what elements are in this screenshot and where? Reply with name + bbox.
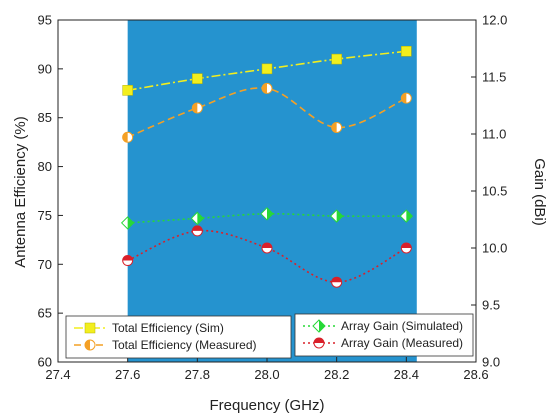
legend-label: Array Gain (Simulated) <box>341 319 463 333</box>
y-tick-label: 65 <box>38 306 52 321</box>
data-point <box>331 276 343 288</box>
data-point <box>190 211 205 226</box>
y-tick-label: 80 <box>38 159 52 174</box>
data-point <box>191 102 203 114</box>
data-point <box>400 92 412 104</box>
y-tick-label: 70 <box>38 257 52 272</box>
x-tick-label: 27.6 <box>115 367 140 382</box>
legend-label: Array Gain (Measured) <box>341 336 463 350</box>
x-tick-label: 28.0 <box>254 367 279 382</box>
y-axis-title: Antenna Efficiency (%) <box>12 116 29 267</box>
legend-marker <box>84 322 96 334</box>
y2-tick-label: 11.0 <box>482 127 506 142</box>
data-point <box>331 53 342 65</box>
x-tick-label: 28.4 <box>394 367 419 382</box>
x-tick-label: 27.8 <box>185 367 210 382</box>
data-point <box>400 242 412 254</box>
data-point <box>192 73 203 84</box>
y2-tick-label: 9.0 <box>482 355 500 370</box>
y2-tick-label: 9.5 <box>482 298 500 313</box>
y-tick-label: 75 <box>38 208 52 223</box>
data-point <box>261 63 273 75</box>
legend-marker <box>84 339 96 351</box>
y-tick-label: 90 <box>38 61 52 76</box>
y2-tick-label: 11.5 <box>482 70 506 85</box>
y2-tick-label: 10.5 <box>482 184 507 199</box>
data-point <box>122 85 133 96</box>
data-point <box>401 46 412 57</box>
y-tick-label: 60 <box>38 355 52 370</box>
legend-marker <box>312 319 326 333</box>
legend-right-box <box>294 313 474 357</box>
data-point <box>191 225 203 237</box>
x-tick-label: 28.6 <box>463 367 488 382</box>
legend-marker <box>313 337 325 349</box>
data-point <box>122 131 134 143</box>
y2-tick-label: 10.0 <box>482 241 507 256</box>
y-tick-label: 85 <box>38 110 52 125</box>
y2-axis-title: Gain (dBi) <box>531 158 548 226</box>
y-tick-label: 95 <box>38 13 52 28</box>
y2-tick-label: 12.0 <box>482 13 507 28</box>
x-tick-label: 28.2 <box>324 367 349 382</box>
data-point <box>261 242 273 254</box>
series-line-3 <box>127 229 407 284</box>
series-line-2 <box>127 212 407 224</box>
data-point <box>399 209 414 223</box>
data-point <box>120 216 135 230</box>
legend-label: Total Efficiency (Sim) <box>112 321 224 335</box>
data-point <box>122 255 134 267</box>
highlight-band <box>127 20 417 362</box>
data-point <box>331 121 343 133</box>
legend-label: Total Efficiency (Measured) <box>112 338 257 352</box>
x-axis-title: Frequency (GHz) <box>209 397 324 414</box>
data-point <box>261 82 273 94</box>
data-point <box>260 207 274 221</box>
x-tick-label: 27.4 <box>45 367 70 382</box>
data-point <box>329 209 344 223</box>
legend-left-box <box>65 315 292 359</box>
